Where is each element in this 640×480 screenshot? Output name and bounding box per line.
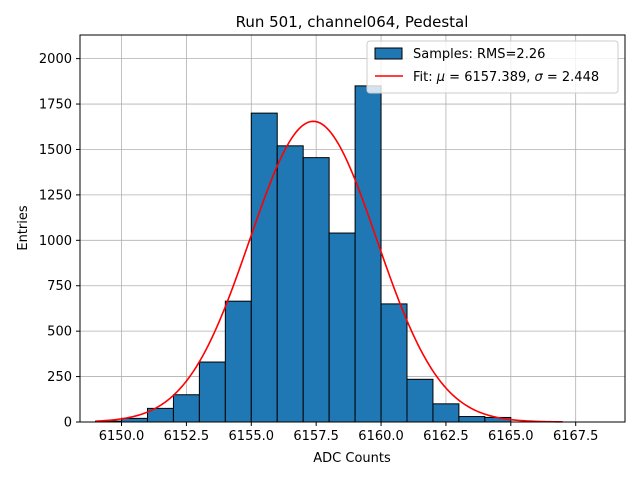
legend-histogram-label: Samples: RMS=2.26 bbox=[413, 47, 545, 62]
x-tick-label: 6165.0 bbox=[488, 429, 534, 444]
histogram-bar bbox=[328, 232, 356, 423]
histogram-bar bbox=[198, 361, 226, 423]
histogram-bar bbox=[432, 403, 460, 423]
legend-box bbox=[366, 40, 619, 94]
histogram-bar bbox=[172, 394, 200, 423]
legend-fit-sigma-symbol: σ bbox=[535, 70, 544, 85]
x-tick-label: 6150.0 bbox=[99, 429, 145, 444]
legend-histogram-patch bbox=[374, 47, 403, 60]
fit-curve bbox=[95, 120, 563, 423]
histogram-bar bbox=[250, 112, 278, 423]
histogram-bar bbox=[354, 85, 382, 423]
histogram-bar bbox=[458, 416, 486, 423]
histogram-bar bbox=[276, 145, 304, 423]
chart-title: Run 501, channel064, Pedestal bbox=[236, 13, 469, 31]
y-tick-label: 250 bbox=[47, 370, 72, 385]
x-tick-label: 6160.0 bbox=[358, 429, 404, 444]
x-tick-label: 6155.0 bbox=[229, 429, 275, 444]
fit-curve-group bbox=[95, 120, 563, 423]
x-tick-label: 6162.5 bbox=[423, 429, 469, 444]
y-tick-label: 2000 bbox=[39, 52, 72, 67]
y-tick-label: 750 bbox=[47, 279, 72, 294]
y-tick-label: 1500 bbox=[39, 143, 72, 158]
legend-fit-mu-symbol: μ bbox=[436, 70, 445, 85]
legend-fit-prefix: Fit: bbox=[413, 70, 437, 85]
y-tick-label: 500 bbox=[47, 325, 72, 340]
x-tick-label: 6157.5 bbox=[293, 429, 339, 444]
legend-fit-sigma-value: = 2.448 bbox=[543, 70, 599, 85]
x-tick-label: 6167.5 bbox=[553, 429, 599, 444]
y-tick-label: 0 bbox=[64, 416, 72, 431]
x-axis-ticks: 6150.0 6152.5 6155.0 6157.5 6160.0 6162.5 6165… bbox=[99, 422, 599, 444]
y-tick-label: 1750 bbox=[39, 98, 72, 113]
histogram-bar bbox=[406, 378, 434, 423]
y-axis-ticks: 0 250 500 750 1000 1250 1500 1750 2000 bbox=[39, 52, 80, 431]
y-tick-label: 1250 bbox=[39, 188, 72, 203]
histogram-bar bbox=[224, 300, 252, 423]
y-tick-label: 1000 bbox=[39, 234, 72, 249]
x-axis-label: ADC Counts bbox=[313, 451, 391, 466]
histogram-bar bbox=[380, 303, 408, 423]
histogram-bar bbox=[302, 157, 330, 423]
y-axis-label: Entries bbox=[16, 205, 31, 251]
legend: Samples: RMS=2.26 Fit: μ = 6157.389, σ =… bbox=[366, 40, 619, 94]
legend-fit-mu-value: = 6157.389, bbox=[445, 70, 534, 85]
x-tick-label: 6152.5 bbox=[164, 429, 210, 444]
legend-fit-label: Fit: μ = 6157.389, σ = 2.448 bbox=[413, 70, 599, 85]
plot-frame bbox=[79, 34, 626, 423]
histogram-bars bbox=[95, 85, 512, 423]
